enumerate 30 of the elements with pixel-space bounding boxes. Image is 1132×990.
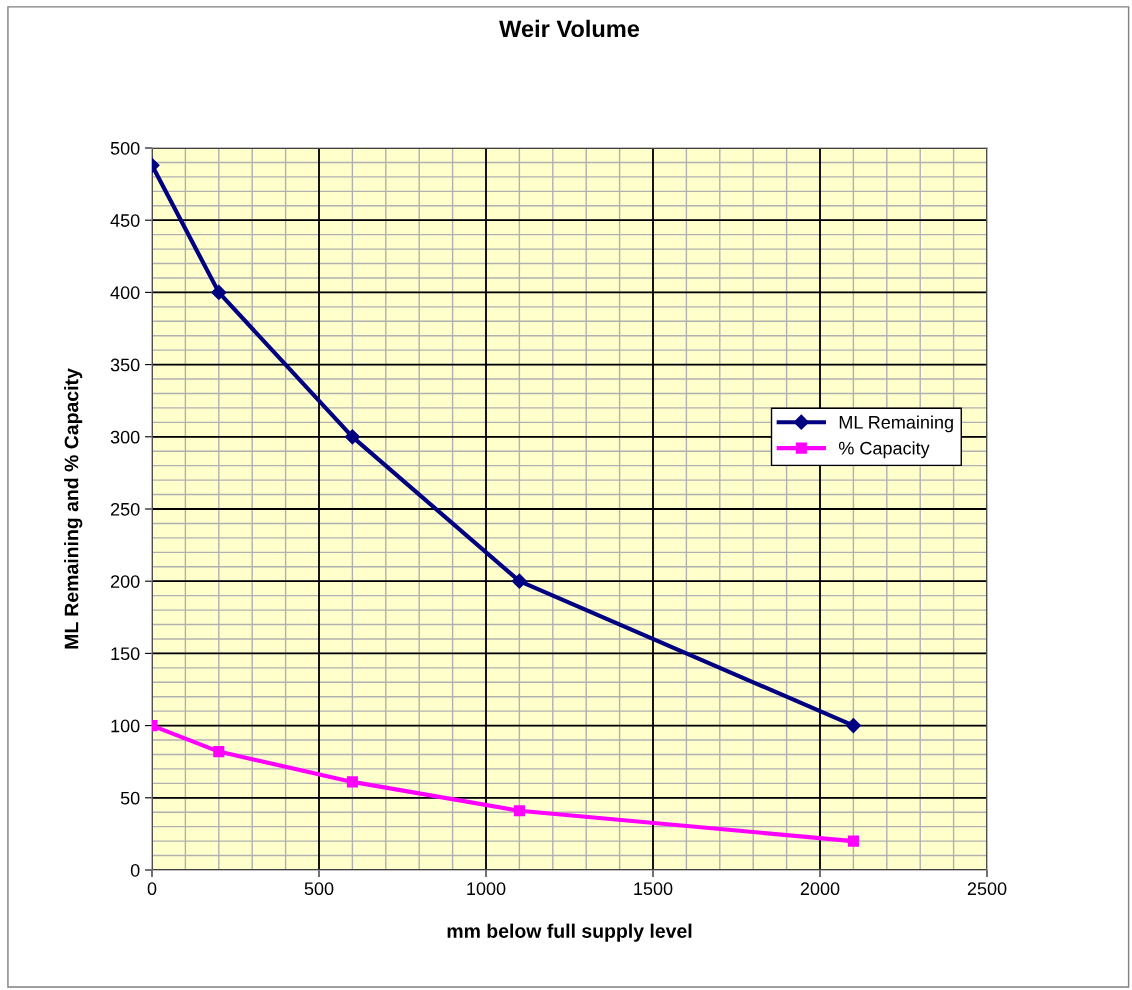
x-tick-label: 2000 xyxy=(800,882,840,896)
y-tick-label: 50 xyxy=(120,791,140,805)
point xyxy=(344,429,360,445)
y-axis-title: ML Remaining and % Capacity xyxy=(64,368,83,649)
point xyxy=(511,573,527,589)
point xyxy=(346,776,358,788)
x-tick-label: 0 xyxy=(147,882,157,896)
point xyxy=(847,835,859,847)
legend-label: % Capacity xyxy=(838,441,930,459)
legend-label: ML Remaining xyxy=(839,415,953,433)
x-axis-title: mm below full supply level xyxy=(447,923,692,942)
x-tick-label: 500 xyxy=(304,882,334,896)
point xyxy=(845,718,861,734)
y-tick-label: 450 xyxy=(110,214,140,227)
point xyxy=(213,746,225,758)
point xyxy=(211,284,227,300)
y-tick-label: 200 xyxy=(110,575,140,588)
point xyxy=(513,805,525,817)
y-tick-label: 100 xyxy=(111,719,140,733)
x-tick-label: 1000 xyxy=(467,882,506,896)
y-tick-label: 250 xyxy=(110,502,140,516)
chart-title: Weir Volume xyxy=(499,19,640,38)
y-tick-label: 350 xyxy=(110,358,140,372)
y-tick-label: 300 xyxy=(110,430,140,444)
y-tick-label: 0 xyxy=(130,863,140,877)
y-tick-label: 400 xyxy=(110,286,140,300)
y-tick-label: 500 xyxy=(110,141,140,155)
x-tick-label: 1500 xyxy=(634,882,673,896)
y-tick-label: 150 xyxy=(111,647,140,661)
x-tick-label: 2500 xyxy=(967,882,1007,896)
